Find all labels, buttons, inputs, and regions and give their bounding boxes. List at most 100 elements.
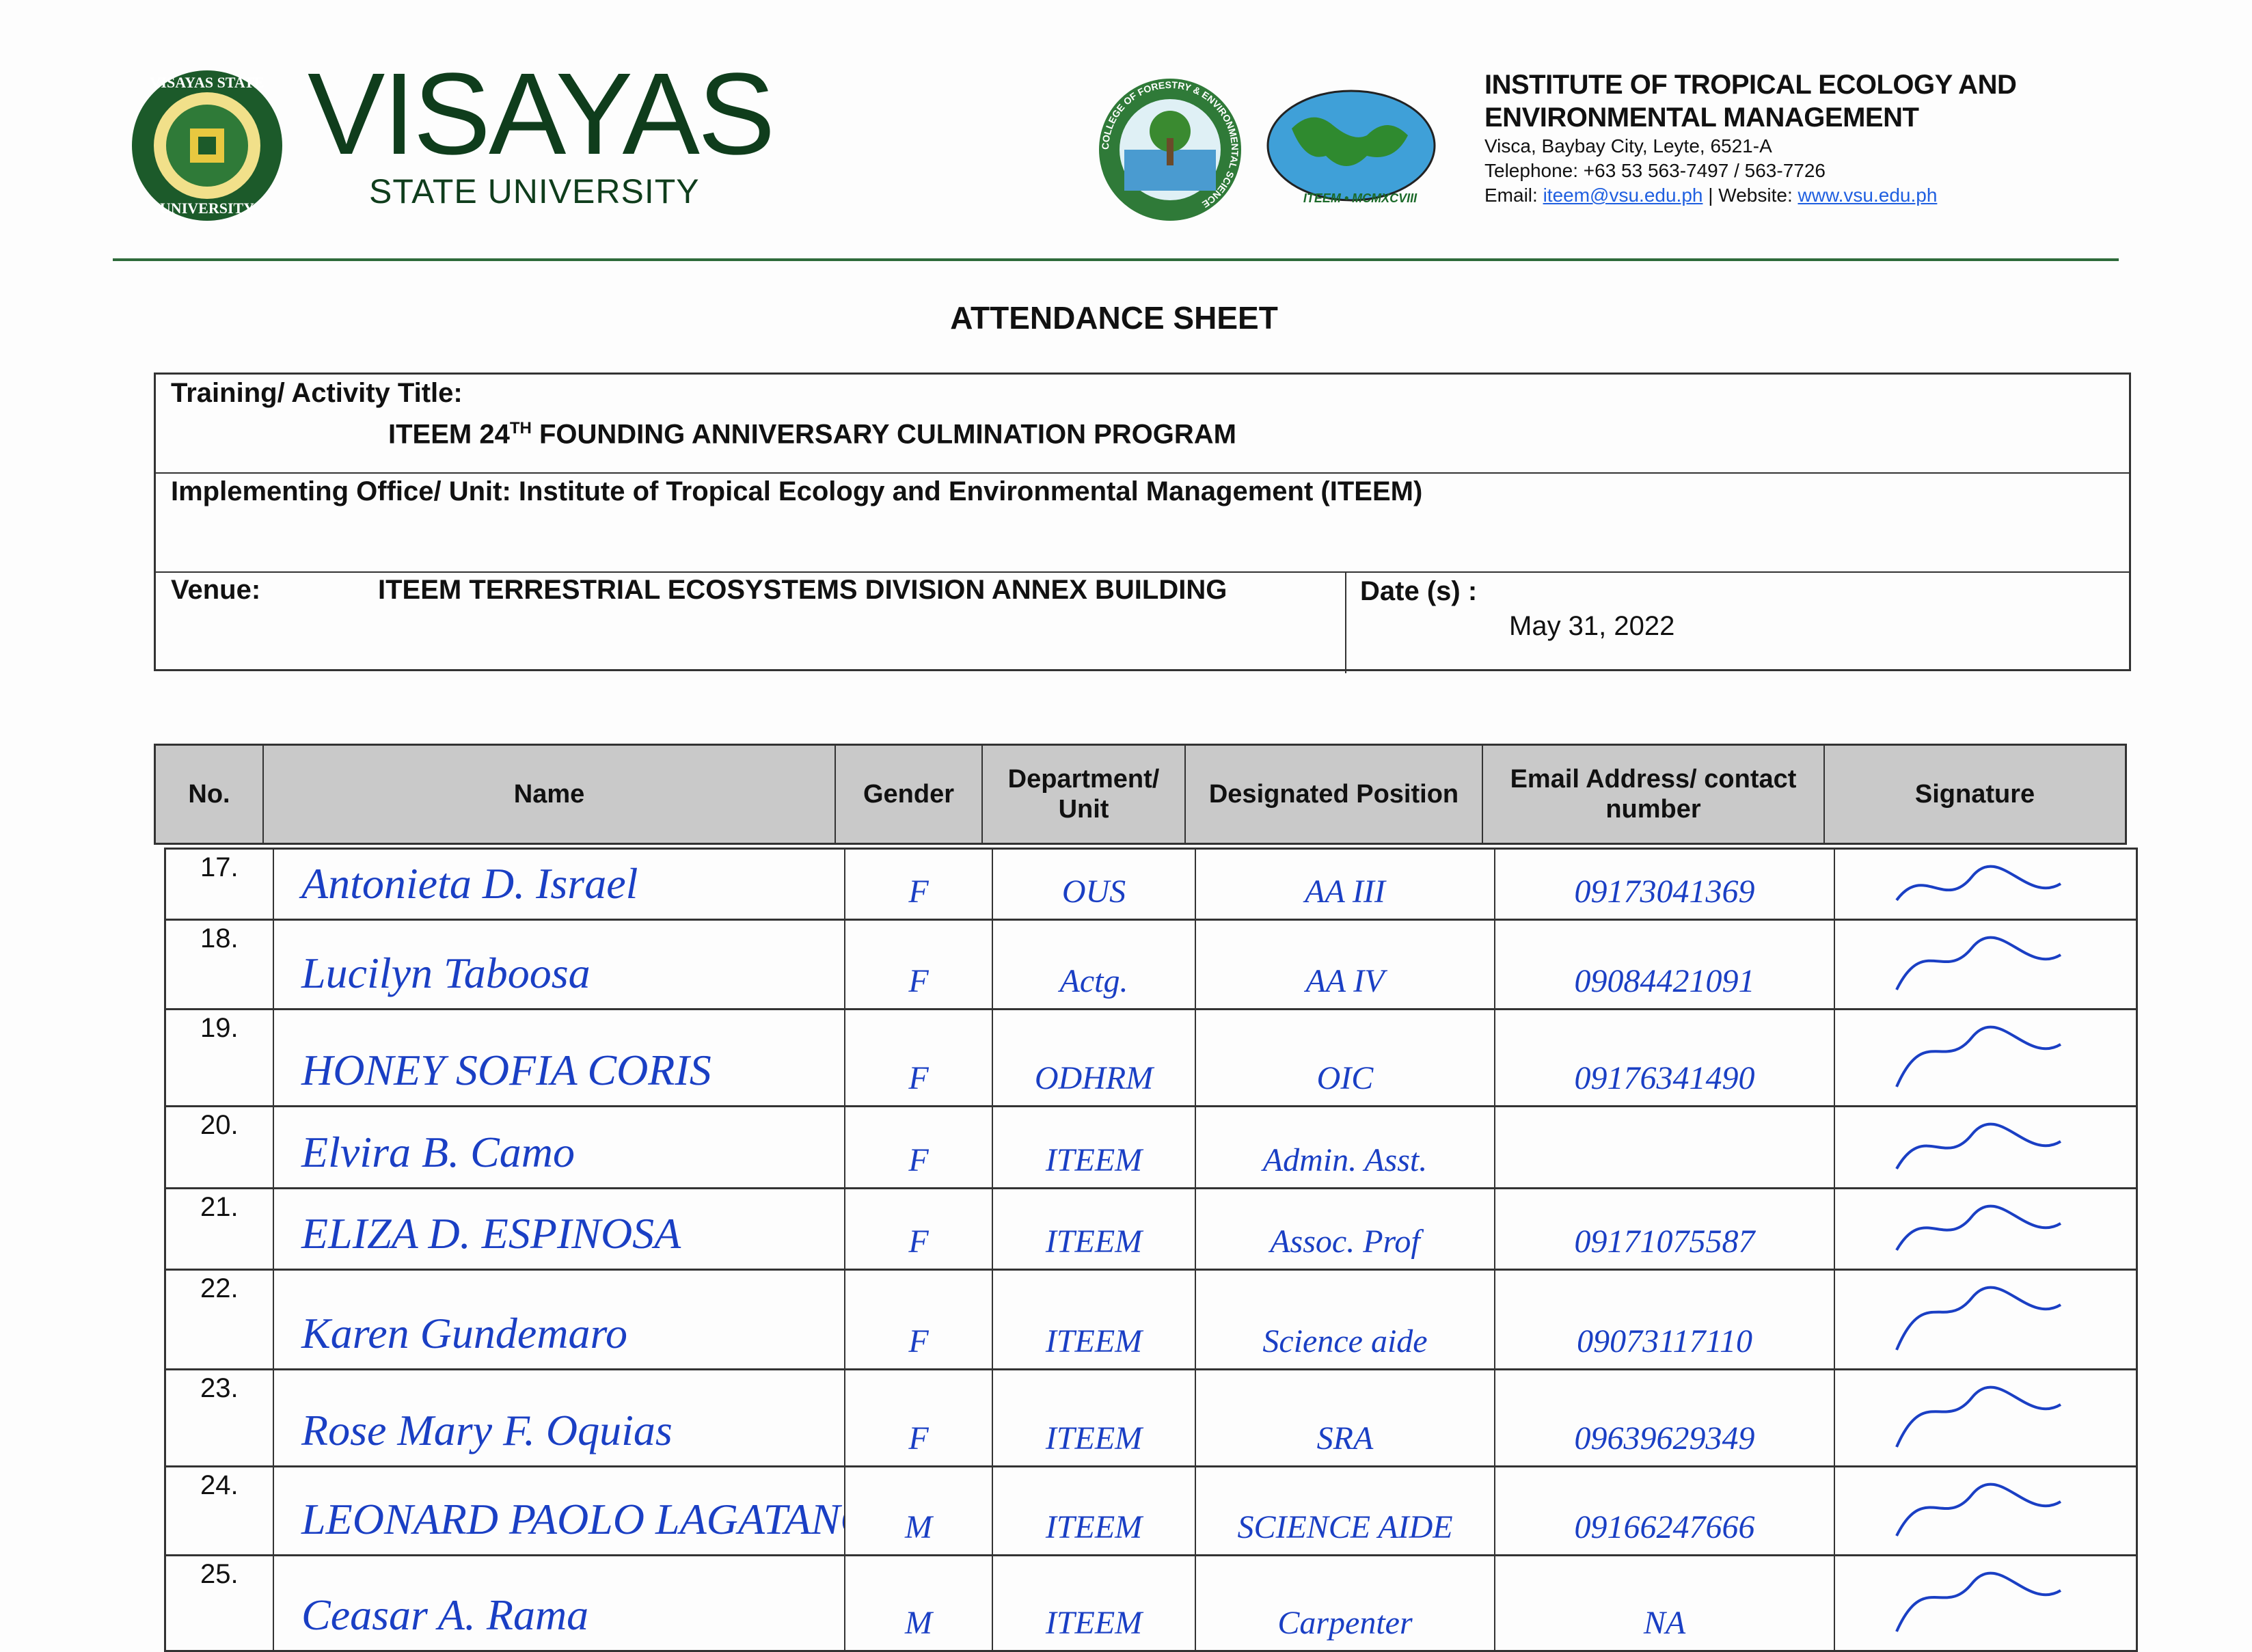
handwritten-name: Karen Gundemaro	[301, 1309, 627, 1357]
handwritten-gender: F	[908, 1420, 929, 1457]
handwritten-gender: F	[908, 1141, 929, 1178]
handwritten-contact: 09176341490	[1574, 1059, 1755, 1096]
cell-gender: M	[845, 1467, 993, 1554]
handwritten-position: AA III	[1305, 873, 1385, 910]
handwritten-position: Carpenter	[1277, 1604, 1413, 1641]
cell-dept: ITEEM	[993, 1271, 1196, 1368]
handwritten-name: Antonieta D. Israel	[301, 859, 638, 908]
email-link[interactable]: iteem@vsu.edu.ph	[1543, 185, 1703, 206]
handwritten-position: OIC	[1316, 1059, 1374, 1096]
handwritten-dept: Actg.	[1059, 962, 1128, 999]
table-row: 18. Lucilyn Taboosa F Actg. AA IV 09084421091…	[166, 921, 2136, 1010]
handwritten-contact: 09639629349	[1574, 1420, 1755, 1457]
handwritten-position: AA IV	[1305, 962, 1385, 999]
handwritten-signature	[1895, 1025, 2062, 1087]
cell-dept: ITEEM	[993, 1370, 1196, 1465]
institute-name-line2: ENVIRONMENTAL MANAGEMENT	[1484, 103, 1919, 133]
cell-dept: OUS	[993, 850, 1196, 919]
handwritten-gender: F	[908, 1223, 929, 1260]
cell-signature: [signature]	[1835, 1189, 2136, 1269]
handwritten-signature	[1895, 865, 2062, 902]
handwritten-signature	[1895, 1286, 2062, 1351]
handwritten-position: Admin. Asst.	[1262, 1141, 1428, 1178]
email-label: Email:	[1484, 185, 1543, 206]
handwritten-position: SRA	[1316, 1420, 1374, 1457]
handwritten-gender: F	[908, 962, 929, 999]
cell-dept: ODHRM	[993, 1010, 1196, 1105]
row-number: 25.	[200, 1559, 239, 1589]
row-number: 24.	[200, 1470, 239, 1500]
handwritten-signature	[1895, 1122, 2062, 1169]
handwritten-name: Rose Mary F. Oquias	[301, 1406, 673, 1454]
handwritten-name: Elvira B. Camo	[301, 1128, 575, 1176]
cell-gender: F	[845, 1107, 993, 1187]
implementing-office: Implementing Office/ Unit: Institute of …	[171, 476, 1423, 506]
cell-signature: [signature]	[1835, 1467, 2136, 1554]
institute-name-line1: INSTITUTE OF TROPICAL ECOLOGY AND	[1484, 70, 2017, 100]
website-link[interactable]: www.vsu.edu.ph	[1797, 185, 1938, 206]
handwritten-position: Assoc. Prof	[1270, 1223, 1420, 1260]
cell-position: SCIENCE AIDE	[1196, 1467, 1495, 1554]
handwritten-dept: ITEEM	[1045, 1223, 1143, 1260]
document-title: ATTENDANCE SHEET	[950, 300, 1278, 336]
cell-dept: ITEEM	[993, 1107, 1196, 1187]
handwritten-signature	[1895, 936, 2062, 990]
college-seal-logo: COLLEGE OF FORESTRY & ENVIRONMENTAL SCIE…	[1099, 79, 1241, 221]
cell-dept: Actg.	[993, 921, 1196, 1008]
cell-name: LEONARD PAOLO LAGATANG	[274, 1467, 845, 1554]
cell-name: HONEY SOFIA CORIS	[274, 1010, 845, 1105]
handwritten-signature	[1895, 1204, 2062, 1251]
cell-position: Assoc. Prof	[1196, 1189, 1495, 1269]
header-divider	[113, 258, 2119, 261]
iteem-globe-logo: ITEEM • MCMXCVIII	[1266, 90, 1436, 205]
cell-signature: [signature]	[1835, 1370, 2136, 1465]
handwritten-name: ELIZA D. ESPINOSA	[301, 1209, 681, 1258]
activity-title-label: Training/ Activity Title:	[171, 378, 463, 408]
cell-name: Rose Mary F. Oquias	[274, 1370, 845, 1465]
table-row: 25. Ceasar A. Rama M ITEEM Carpenter NA [signa…	[166, 1556, 2136, 1652]
university-wordmark: VISAYAS	[308, 49, 775, 179]
cell-position: SRA	[1196, 1370, 1495, 1465]
cell-name: ELIZA D. ESPINOSA	[274, 1189, 845, 1269]
cell-signature: [signature]	[1835, 921, 2136, 1008]
svg-text:ITEEM • MCMXCVIII: ITEEM • MCMXCVIII	[1303, 191, 1417, 205]
cell-contact: 09173041369	[1495, 850, 1835, 919]
cell-gender: M	[845, 1556, 993, 1650]
university-subtitle: STATE UNIVERSITY	[369, 172, 700, 211]
table-row: 20. Elvira B. Camo F ITEEM Admin. Asst. [sign…	[166, 1107, 2136, 1189]
cell-signature: [signature]	[1835, 850, 2136, 919]
cell-signature: [signature]	[1835, 1010, 2136, 1105]
cell-gender: F	[845, 921, 993, 1008]
col-signature: Signature	[1914, 780, 2035, 809]
table-row: 21. ELIZA D. ESPINOSA F ITEEM Assoc. Prof 091…	[166, 1189, 2136, 1271]
cell-contact: 09176341490	[1495, 1010, 1835, 1105]
cell-signature: [signature]	[1835, 1107, 2136, 1187]
col-department: Department/ Unit	[983, 746, 1186, 843]
cell-signature: [signature]	[1835, 1271, 2136, 1368]
handwritten-dept: ITEEM	[1045, 1604, 1143, 1641]
cell-contact: 09639629349	[1495, 1370, 1835, 1465]
col-contact: Email Address/ contact number	[1483, 746, 1825, 843]
vsu-seal-logo: VISAYAS STATE UNIVERSITY	[132, 70, 282, 221]
handwritten-name: Ceasar A. Rama	[301, 1590, 589, 1639]
cell-name: Karen Gundemaro	[274, 1271, 845, 1368]
row-number: 19.	[200, 1013, 239, 1043]
table-row: 19. HONEY SOFIA CORIS F ODHRM OIC 09176341490…	[166, 1010, 2136, 1107]
col-gender: Gender	[836, 746, 983, 843]
handwritten-position: SCIENCE AIDE	[1237, 1508, 1453, 1545]
cell-contact: 09171075587	[1495, 1189, 1835, 1269]
cell-dept: ITEEM	[993, 1556, 1196, 1650]
institute-contact: Visca, Baybay City, Leyte, 6521-A Teleph…	[1484, 134, 1937, 208]
handwritten-dept: OUS	[1061, 873, 1126, 910]
cell-gender: F	[845, 1189, 993, 1269]
handwritten-dept: ODHRM	[1034, 1059, 1154, 1096]
cell-position: AA IV	[1196, 921, 1495, 1008]
date-value: May 31, 2022	[1509, 611, 1675, 641]
handwritten-signature	[1895, 1385, 2062, 1448]
cell-position: AA III	[1196, 850, 1495, 919]
cell-no: 25.	[166, 1556, 274, 1650]
cell-gender: F	[845, 1370, 993, 1465]
handwritten-contact: 09073117110	[1577, 1323, 1752, 1359]
handwritten-contact: 09171075587	[1574, 1223, 1755, 1260]
cell-gender: F	[845, 850, 993, 919]
